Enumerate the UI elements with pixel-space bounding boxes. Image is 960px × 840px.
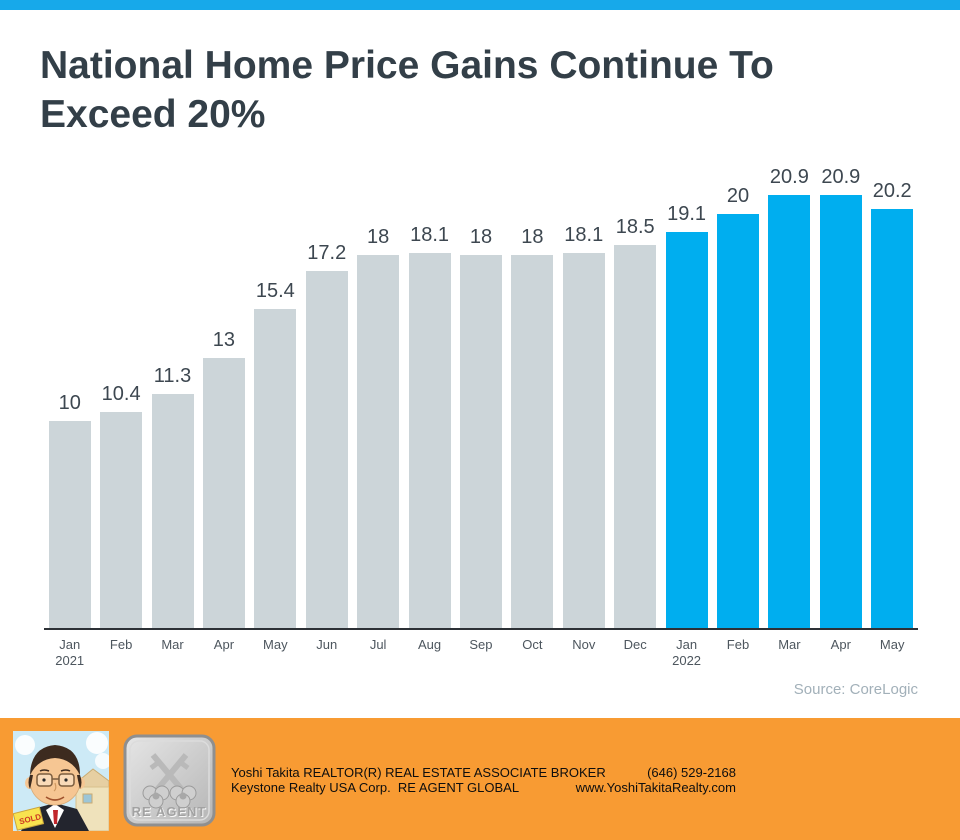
bar <box>151 393 194 628</box>
bar <box>614 244 657 628</box>
x-tick-label: Jul <box>369 636 387 652</box>
bar-slot: 19.1 <box>661 156 712 628</box>
bar-value-label: 20 <box>726 184 750 207</box>
svg-text:RE AGENT: RE AGENT <box>133 805 208 820</box>
bar-slot: 18.1 <box>558 156 609 628</box>
x-tick-label: Dec <box>623 636 647 652</box>
bar-slot: 17.2 <box>301 156 352 628</box>
bar <box>511 254 554 628</box>
x-tick-label: Jan 2021 <box>55 636 85 669</box>
bar <box>768 194 811 628</box>
bar-value-label: 10.4 <box>101 383 141 406</box>
bar <box>819 194 862 628</box>
x-tick-label: Mar <box>778 636 801 652</box>
x-tick-label: Apr <box>213 636 235 652</box>
x-tick-label: Aug <box>417 636 442 652</box>
smile <box>45 796 65 801</box>
bar <box>357 254 400 628</box>
bar <box>871 209 914 628</box>
x-tick-label: Sep <box>469 636 493 652</box>
x-tick-label: May <box>879 636 905 652</box>
bar <box>716 213 759 628</box>
bar-slot: 18 <box>352 156 403 628</box>
bar-value-label: 10 <box>58 391 81 414</box>
website-url[interactable]: www.YoshiTakitaRealty.com <box>575 780 736 795</box>
bar-value-label: 15.4 <box>255 279 295 302</box>
bar-slot: 20.9 <box>815 156 866 628</box>
x-tick-label: Oct <box>522 636 543 652</box>
bar-slot: 10 <box>44 156 95 628</box>
bar-chart: 10 10.4 11.3 13 15.4 17.2 18 18.1 18 18 18.1 18.5 19… <box>44 156 918 673</box>
footer-band: SOLD RE AGENT RE AGENT Yoshi Takita REAL… <box>0 718 960 840</box>
bar-value-label: 11.3 <box>153 364 192 387</box>
bar <box>665 232 708 628</box>
x-tick-label: Nov <box>572 636 596 652</box>
bar-value-label: 18 <box>469 225 493 248</box>
x-tick-label: May <box>263 636 288 652</box>
bar-value-label: 20.9 <box>821 165 861 188</box>
bar <box>100 412 143 628</box>
bar-value-label: 20.9 <box>769 165 809 188</box>
footer-contact-block: Yoshi Takita REALTOR(R) REAL ESTATE ASSO… <box>231 765 736 795</box>
bar-slot: 18 <box>455 156 506 628</box>
bar-value-label: 19.1 <box>667 203 707 226</box>
x-tick-label: Mar <box>161 636 184 652</box>
bar <box>562 252 605 628</box>
bar-slot: 18.5 <box>609 156 660 628</box>
bar-slot: 20.2 <box>867 156 918 628</box>
top-accent-strip <box>0 0 960 10</box>
page-title: National Home Price Gains Continue To Ex… <box>40 44 774 136</box>
bar-slot: 15.4 <box>250 156 301 628</box>
bar <box>305 271 348 628</box>
re-agent-badge: RE AGENT RE AGENT <box>123 734 216 827</box>
company-line: Keystone Realty USA Corp. RE AGENT GLOBA… <box>231 780 520 795</box>
x-tick-label: Feb <box>726 636 750 652</box>
bar-value-label: 18.1 <box>410 223 450 246</box>
bar-value-label: 13 <box>212 329 236 352</box>
x-tick-label: Jun <box>316 636 338 652</box>
bar-value-label: 18.5 <box>615 215 655 238</box>
bar <box>459 254 502 628</box>
bar <box>254 308 297 628</box>
crossed-keys-icon <box>142 753 197 809</box>
badge-label: RE AGENT <box>132 804 207 819</box>
source-note: Source: CoreLogic <box>793 680 918 698</box>
hair <box>30 745 80 775</box>
x-tick-label: Apr <box>830 636 851 652</box>
bar-value-label: 20.2 <box>872 180 912 203</box>
bar <box>202 358 245 628</box>
bar-slot: 11.3 <box>147 156 198 628</box>
bar-value-label: 17.2 <box>307 242 347 265</box>
sold-sign: SOLD <box>13 806 45 831</box>
bar-slot: 10.4 <box>95 156 146 628</box>
x-axis: Jan 2021 Feb Mar Apr May Jun Jul Aug Sep Oct Nov Dec… <box>44 630 918 673</box>
bar <box>48 420 91 628</box>
bar-slot: 20 <box>712 156 763 628</box>
bar-value-label: 18 <box>521 225 544 248</box>
tie <box>53 810 58 824</box>
bar-value-label: 18 <box>367 225 390 248</box>
agent-portrait: SOLD <box>13 731 109 831</box>
bars-area: 10 10.4 11.3 13 15.4 17.2 18 18.1 18 18 18.1 18.5 19… <box>44 156 918 630</box>
bar-slot: 13 <box>198 156 249 628</box>
bar <box>408 252 451 628</box>
bar-slot: 18 <box>507 156 558 628</box>
bar-slot: 20.9 <box>764 156 815 628</box>
x-tick-label: Feb <box>109 636 133 652</box>
phone-number: (646) 529-2168 <box>647 765 736 780</box>
agent-name-line: Yoshi Takita REALTOR(R) REAL ESTATE ASSO… <box>231 765 606 780</box>
x-tick-label: Jan 2022 <box>672 636 702 669</box>
bar-value-label: 18.1 <box>564 223 604 246</box>
bar-slot: 18.1 <box>404 156 455 628</box>
